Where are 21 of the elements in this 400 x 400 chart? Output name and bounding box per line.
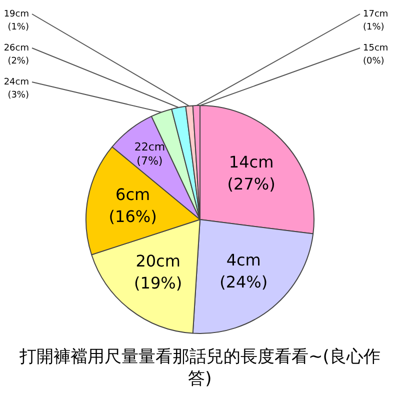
data-label: (16%) — [108, 206, 157, 226]
slice-label: 26cm — [4, 43, 29, 54]
slice-label: 17cm — [363, 9, 388, 20]
slice-label: 22cm — [134, 140, 166, 154]
slice-label: 20cm — [136, 252, 180, 271]
data-label: (3%) — [8, 90, 29, 100]
data-label: (7%) — [136, 154, 163, 168]
slice-label: 24cm — [4, 77, 29, 88]
slice-label: 4cm — [226, 250, 261, 270]
data-label: (1%) — [363, 22, 384, 32]
text: (0%) — [363, 56, 384, 66]
data-label: (24%) — [220, 272, 268, 292]
data-label: (2%) — [8, 56, 29, 66]
text: 打開褲襠用尺量量看那話兒的長度看看~(良心作答) — [18, 346, 382, 390]
data-label: (1%) — [8, 22, 29, 32]
slice-label: 14cm — [228, 152, 274, 172]
data-label: (27%) — [227, 174, 276, 194]
slice-label: 19cm — [4, 9, 29, 20]
category-label: 15cm — [363, 43, 388, 54]
data-label: (19%) — [134, 274, 182, 293]
slice-label: 6cm — [116, 184, 150, 204]
